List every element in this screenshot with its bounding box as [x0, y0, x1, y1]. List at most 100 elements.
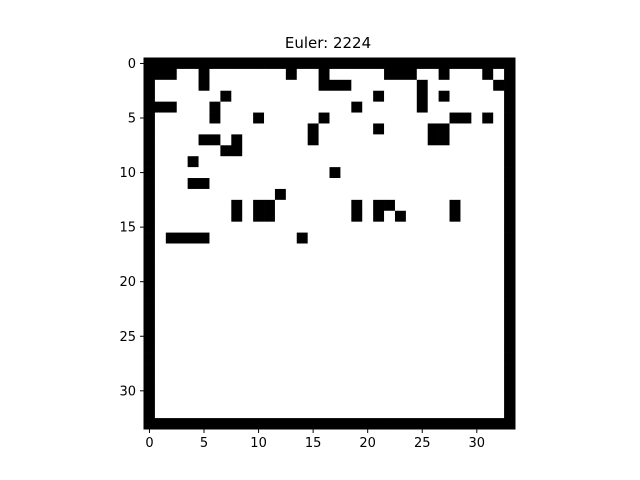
heatmap-cell: [438, 134, 450, 146]
heatmap-cell: [427, 385, 439, 397]
heatmap-cell: [144, 199, 156, 212]
heatmap-cell: [384, 90, 396, 102]
heatmap-cell: [460, 134, 472, 146]
heatmap-cell: [307, 298, 319, 310]
heatmap-cell: [427, 90, 439, 102]
heatmap-cell: [285, 210, 298, 223]
heatmap-cell: [231, 178, 243, 190]
heatmap-cell: [427, 68, 439, 81]
heatmap-cell: [460, 232, 472, 244]
heatmap-cell: [296, 145, 309, 157]
heatmap-cell: [449, 363, 461, 375]
heatmap-cell: [187, 188, 199, 201]
heatmap-cell: [373, 308, 385, 321]
heatmap-cell: [493, 79, 505, 92]
heatmap-cell: [307, 276, 319, 288]
heatmap-cell: [405, 112, 418, 124]
heatmap-cell: [220, 396, 232, 408]
heatmap-cell: [285, 341, 298, 353]
heatmap-cell: [471, 287, 483, 299]
heatmap-cell: [482, 79, 494, 92]
heatmap-cell: [318, 374, 330, 386]
heatmap-cell: [165, 385, 178, 397]
heatmap-cell: [449, 232, 461, 244]
heatmap-cell: [416, 79, 429, 92]
heatmap-cell: [231, 418, 243, 430]
heatmap-cell: [329, 68, 341, 81]
heatmap-cell: [373, 101, 385, 113]
heatmap-cell: [176, 298, 188, 310]
heatmap-cell: [285, 287, 298, 299]
heatmap-cell: [187, 374, 199, 386]
heatmap-cell: [449, 407, 461, 419]
heatmap-cell: [165, 243, 178, 255]
heatmap-cell: [329, 341, 341, 353]
heatmap-cell: [307, 363, 319, 375]
heatmap-cell: [405, 319, 418, 332]
heatmap-cell: [438, 418, 450, 430]
heatmap-cell: [329, 199, 341, 212]
heatmap-cell: [144, 396, 156, 408]
heatmap-cell: [373, 58, 385, 70]
heatmap-cell: [427, 156, 439, 168]
heatmap-cell: [274, 221, 287, 233]
heatmap-cell: [285, 221, 298, 233]
x-tick-label: 5: [200, 436, 208, 451]
heatmap-cell: [384, 385, 396, 397]
heatmap-cell: [482, 418, 494, 430]
heatmap-cell: [449, 308, 461, 321]
heatmap-cell: [187, 243, 199, 255]
heatmap-cell: [264, 178, 276, 190]
heatmap-cell: [198, 298, 210, 310]
heatmap-cell: [296, 330, 309, 343]
heatmap-cell: [198, 123, 210, 135]
heatmap-cell: [482, 188, 494, 201]
heatmap-cell: [362, 363, 374, 375]
heatmap-cell: [209, 308, 221, 321]
heatmap-cell: [351, 232, 363, 244]
heatmap-cell: [220, 232, 232, 244]
heatmap-cell: [253, 254, 265, 266]
heatmap-cell: [242, 319, 254, 332]
heatmap-cell: [144, 265, 156, 277]
heatmap-cell: [307, 243, 319, 255]
heatmap-cell: [384, 298, 396, 310]
heatmap-cell: [405, 374, 418, 386]
heatmap-cell: [362, 287, 374, 299]
heatmap-cell: [405, 363, 418, 375]
heatmap-cell: [187, 396, 199, 408]
heatmap-cell: [482, 308, 494, 321]
heatmap-cell: [231, 90, 243, 102]
heatmap-cell: [362, 385, 374, 397]
heatmap-cell: [187, 167, 199, 179]
heatmap-cell: [493, 156, 505, 168]
heatmap-cell: [318, 145, 330, 157]
heatmap-cell: [373, 145, 385, 157]
heatmap-cell: [373, 112, 385, 124]
heatmap-cell: [394, 90, 407, 102]
heatmap-cell: [220, 178, 232, 190]
heatmap-cell: [307, 330, 319, 343]
heatmap-cell: [405, 145, 418, 157]
heatmap-cell: [296, 156, 309, 168]
heatmap-cell: [373, 276, 385, 288]
heatmap-cell: [231, 232, 243, 244]
heatmap-cell: [416, 156, 429, 168]
heatmap-cell: [394, 232, 407, 244]
heatmap-cell: [242, 352, 254, 364]
heatmap-cell: [318, 287, 330, 299]
heatmap-cell: [318, 156, 330, 168]
heatmap-cell: [209, 265, 221, 277]
heatmap-cell: [340, 145, 352, 157]
heatmap-cell: [471, 385, 483, 397]
heatmap-cell: [416, 145, 429, 157]
heatmap-cell: [274, 112, 287, 124]
heatmap-cell: [318, 101, 330, 113]
heatmap-cell: [198, 145, 210, 157]
heatmap-cell: [493, 265, 505, 277]
heatmap-cell: [482, 276, 494, 288]
heatmap-cell: [340, 90, 352, 102]
heatmap-cell: [154, 68, 167, 81]
heatmap-cell: [176, 265, 188, 277]
